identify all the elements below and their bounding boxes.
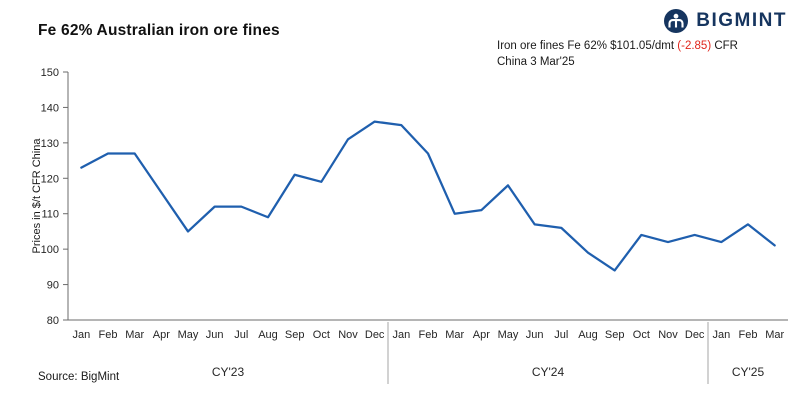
svg-text:Jun: Jun xyxy=(206,329,224,341)
svg-text:130: 130 xyxy=(41,138,59,150)
svg-text:100: 100 xyxy=(41,244,59,256)
svg-text:CY'25: CY'25 xyxy=(732,365,765,379)
svg-text:110: 110 xyxy=(41,209,59,221)
svg-text:Oct: Oct xyxy=(633,329,650,341)
svg-text:Feb: Feb xyxy=(99,329,118,341)
svg-text:Feb: Feb xyxy=(739,329,758,341)
svg-text:80: 80 xyxy=(47,315,59,327)
svg-text:Jan: Jan xyxy=(72,329,90,341)
svg-text:Aug: Aug xyxy=(578,329,598,341)
svg-text:May: May xyxy=(498,329,519,341)
svg-text:150: 150 xyxy=(41,67,59,79)
svg-text:CY'23: CY'23 xyxy=(212,365,245,379)
svg-text:Jul: Jul xyxy=(554,329,568,341)
svg-text:CY'24: CY'24 xyxy=(532,365,565,379)
bigmint-logo-text: BIGMINT xyxy=(696,10,787,31)
svg-text:May: May xyxy=(178,329,199,341)
y-axis-label: Prices in $/t CFR China xyxy=(31,138,43,254)
bigmint-logo: BIGMINT xyxy=(663,8,787,34)
svg-text:Apr: Apr xyxy=(153,329,170,341)
svg-text:Jul: Jul xyxy=(234,329,248,341)
svg-text:120: 120 xyxy=(41,173,59,185)
svg-text:Mar: Mar xyxy=(445,329,464,341)
svg-text:Aug: Aug xyxy=(258,329,278,341)
svg-text:Dec: Dec xyxy=(365,329,385,341)
chart-title: Fe 62% Australian iron ore fines xyxy=(38,22,280,39)
price-annotation: Iron ore fines Fe 62% $101.05/dmt (-2.85… xyxy=(497,39,738,70)
price-change: (-2.85) xyxy=(677,40,712,52)
annotation-prefix: Iron ore fines Fe 62% $101.05/dmt xyxy=(497,40,678,52)
svg-text:Nov: Nov xyxy=(338,329,358,341)
svg-text:Apr: Apr xyxy=(473,329,490,341)
annotation-suffix: CFR xyxy=(711,40,738,52)
bigmint-logo-icon xyxy=(664,9,689,33)
svg-text:Jan: Jan xyxy=(712,329,730,341)
svg-text:Mar: Mar xyxy=(125,329,144,341)
svg-text:Nov: Nov xyxy=(658,329,678,341)
svg-text:Oct: Oct xyxy=(313,329,330,341)
svg-text:Sep: Sep xyxy=(285,329,305,341)
svg-text:90: 90 xyxy=(47,280,59,292)
svg-text:Dec: Dec xyxy=(685,329,705,341)
svg-text:Sep: Sep xyxy=(605,329,625,341)
svg-text:140: 140 xyxy=(41,102,59,114)
svg-text:Jan: Jan xyxy=(392,329,410,341)
svg-text:Feb: Feb xyxy=(419,329,438,341)
svg-text:Mar: Mar xyxy=(765,329,784,341)
source-note: Source: BigMint xyxy=(38,371,120,383)
annotation-line2: China 3 Mar'25 xyxy=(497,55,575,68)
svg-text:Jun: Jun xyxy=(526,329,544,341)
